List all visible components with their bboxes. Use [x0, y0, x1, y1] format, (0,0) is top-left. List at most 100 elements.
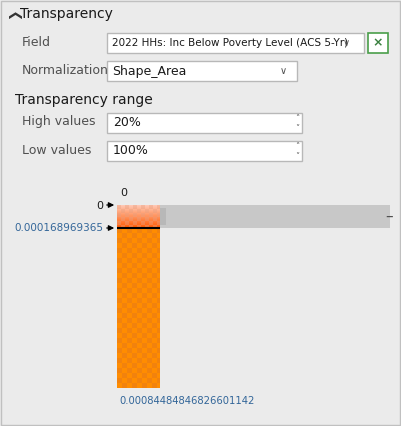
Text: ∨: ∨ — [280, 66, 287, 76]
Bar — [122, 313, 127, 318]
Bar — [137, 368, 142, 373]
Bar — [117, 328, 122, 333]
Text: ∨: ∨ — [343, 38, 350, 48]
Bar — [117, 227, 160, 228]
Text: 0: 0 — [96, 201, 103, 211]
Bar — [132, 273, 137, 278]
Bar — [157, 258, 160, 263]
Bar — [157, 205, 160, 209]
Bar — [125, 221, 129, 225]
Text: 20%: 20% — [113, 116, 141, 130]
Bar — [152, 333, 157, 338]
Bar — [132, 363, 137, 368]
Bar — [149, 213, 153, 217]
Text: ˅: ˅ — [295, 124, 299, 132]
Bar — [117, 213, 121, 217]
Bar — [107, 33, 364, 53]
Bar — [122, 293, 127, 298]
Bar — [107, 61, 297, 81]
Text: 2022 HHs: Inc Below Poverty Level (ACS 5-Yr): 2022 HHs: Inc Below Poverty Level (ACS 5… — [112, 38, 348, 48]
Bar — [121, 217, 125, 221]
Bar — [127, 378, 132, 383]
Bar — [117, 213, 160, 214]
Bar — [152, 343, 157, 348]
Bar — [152, 383, 157, 388]
Bar — [117, 338, 122, 343]
Bar — [117, 216, 160, 218]
Bar — [117, 210, 160, 211]
Bar — [117, 258, 122, 263]
Bar — [137, 258, 142, 263]
Bar — [122, 283, 127, 288]
Bar — [152, 313, 157, 318]
Bar — [147, 368, 152, 373]
Bar — [117, 278, 122, 283]
Bar — [147, 288, 152, 293]
Bar — [141, 221, 145, 225]
Bar — [117, 226, 160, 227]
Bar — [147, 348, 152, 353]
Bar — [142, 263, 147, 268]
Bar — [157, 228, 160, 233]
Bar — [147, 338, 152, 343]
Bar — [157, 318, 160, 323]
Bar — [122, 243, 127, 248]
Bar — [117, 210, 160, 211]
Bar — [127, 238, 132, 243]
Bar — [132, 243, 137, 248]
Bar — [142, 283, 147, 288]
Bar — [132, 313, 137, 318]
Bar — [117, 268, 122, 273]
Bar — [142, 353, 147, 358]
Bar — [152, 373, 157, 378]
Bar — [117, 368, 122, 373]
Bar — [122, 303, 127, 308]
Text: Transparency range: Transparency range — [15, 93, 153, 107]
Text: ×: × — [373, 37, 383, 49]
Bar — [132, 343, 137, 348]
Bar — [117, 212, 160, 213]
Bar — [125, 213, 129, 217]
Bar — [152, 263, 157, 268]
Bar — [122, 263, 127, 268]
Bar — [127, 348, 132, 353]
Bar — [152, 253, 157, 258]
Text: Transparency: Transparency — [20, 7, 113, 21]
Bar — [137, 298, 142, 303]
Bar — [122, 273, 127, 278]
Bar — [147, 328, 152, 333]
Bar — [127, 308, 132, 313]
Bar — [142, 293, 147, 298]
Bar — [117, 221, 160, 222]
Bar — [117, 221, 160, 222]
Bar — [132, 253, 137, 258]
Bar — [142, 343, 147, 348]
Bar — [117, 226, 160, 227]
Bar — [117, 215, 160, 216]
Bar — [157, 238, 160, 243]
Bar — [157, 213, 160, 217]
Bar — [117, 219, 160, 220]
Bar — [132, 263, 137, 268]
Bar — [117, 308, 122, 313]
Bar — [157, 298, 160, 303]
Bar — [127, 278, 132, 283]
Bar — [117, 288, 122, 293]
Bar — [117, 348, 122, 353]
Bar — [127, 268, 132, 273]
Bar — [160, 208, 166, 225]
Bar — [157, 268, 160, 273]
Bar — [122, 343, 127, 348]
Bar — [137, 288, 142, 293]
Bar — [129, 209, 133, 213]
Bar — [137, 238, 142, 243]
Bar — [142, 383, 147, 388]
Bar — [147, 358, 152, 363]
Bar — [152, 283, 157, 288]
Bar — [133, 213, 137, 217]
Bar — [141, 205, 145, 209]
Bar — [142, 273, 147, 278]
Bar — [122, 363, 127, 368]
Bar — [152, 323, 157, 328]
Bar — [132, 373, 137, 378]
